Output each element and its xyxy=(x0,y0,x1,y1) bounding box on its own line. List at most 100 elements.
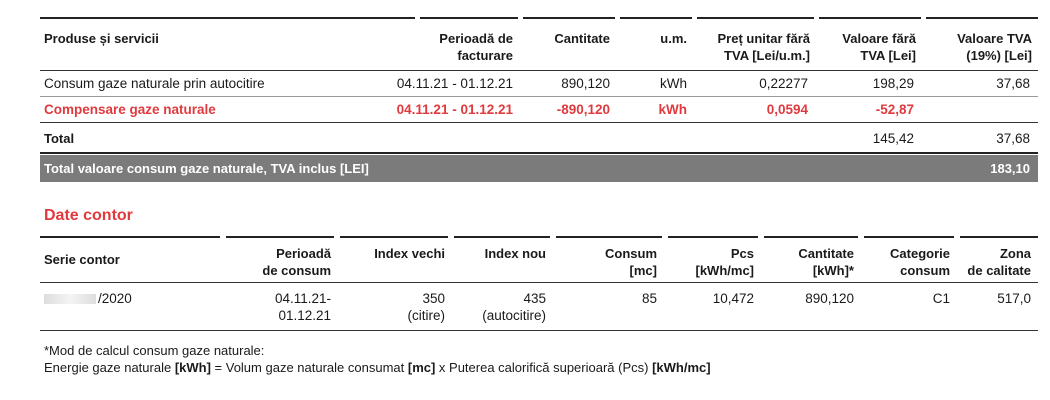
col-header-vat-l1: Valoare TVA xyxy=(957,31,1032,46)
col-header-period-l2: de consum xyxy=(262,263,331,278)
footnote-unit: [kWh] xyxy=(174,360,211,375)
header-rule xyxy=(819,17,921,19)
section-title-meter: Date contor xyxy=(44,207,133,224)
grand-total-value: 183,10 xyxy=(990,161,1030,176)
total-value: 145,42 xyxy=(872,131,914,146)
total-label: Total xyxy=(44,131,75,146)
col-header-period: Perioadă de consum xyxy=(226,245,331,279)
divider xyxy=(40,96,1038,97)
meter-zone: 517,0 xyxy=(997,291,1031,306)
col-header-category-l1: Categorie xyxy=(890,246,950,261)
header-rule xyxy=(340,236,448,238)
col-header-product: Produse și servicii xyxy=(44,31,159,46)
header-rule xyxy=(420,17,518,19)
col-header-zone-l1: Zona xyxy=(999,246,1031,261)
footnote-unit: [kWh/mc] xyxy=(652,360,711,375)
col-header-period-l1: Perioadă xyxy=(276,246,331,261)
col-header-qty: Cantitate xyxy=(554,31,610,46)
col-header-consum: Consum [mc] xyxy=(556,245,657,279)
meter-period-l2: 01.12.21 xyxy=(278,308,331,323)
divider xyxy=(40,282,1038,283)
divider xyxy=(40,122,1038,123)
col-header-new-index: Index nou xyxy=(484,246,546,261)
row-price: 0,22277 xyxy=(759,76,808,91)
col-header-zone-l2: de calitate xyxy=(967,263,1031,278)
col-header-period-l2: facturare xyxy=(457,48,513,63)
col-header-unit-price-l1: Preț unitar fără xyxy=(717,31,810,46)
divider xyxy=(40,330,1038,331)
row-vat: 37,68 xyxy=(996,76,1030,91)
header-rule xyxy=(556,236,662,238)
header-rule xyxy=(40,236,220,238)
row-period: 04.11.21 - 01.12.21 xyxy=(396,102,513,117)
divider xyxy=(40,70,1038,71)
footnote-line1: *Mod de calcul consum gaze naturale: xyxy=(44,343,265,358)
footnote-text: x Puterea calorifică superioară (Pcs) xyxy=(435,360,653,375)
meter-qty: 890,120 xyxy=(805,291,854,306)
col-header-category: Categorie consum xyxy=(860,245,950,279)
col-header-value-l2: TVA [Lei] xyxy=(860,48,916,63)
col-header-consum-l2: [mc] xyxy=(629,263,657,278)
header-rule xyxy=(764,236,858,238)
col-header-qty: Cantitate [kWh]* xyxy=(760,245,854,279)
grand-total-label: Total valoare consum gaze naturale, TVA … xyxy=(44,161,369,176)
meter-consum: 85 xyxy=(641,291,657,306)
header-rule xyxy=(226,236,334,238)
row-product: Compensare gaze naturale xyxy=(44,102,216,117)
col-header-old-index: Index vechi xyxy=(374,246,445,261)
meter-category: C1 xyxy=(932,291,950,306)
header-rule xyxy=(926,17,1038,19)
row-price: 0,0594 xyxy=(766,102,808,117)
header-rule xyxy=(668,236,758,238)
col-header-value-l1: Valoare fără xyxy=(842,31,916,46)
col-header-period: Perioadă de facturare xyxy=(380,30,513,64)
header-rule xyxy=(960,236,1038,238)
col-header-serial: Serie contor xyxy=(44,252,120,267)
footnote-text: Energie gaze naturale xyxy=(44,360,175,375)
meter-old-index: 350 (citire) xyxy=(340,290,446,324)
row-value: 198,29 xyxy=(872,76,914,91)
row-qty: 890,120 xyxy=(561,76,610,91)
header-rule xyxy=(40,17,415,19)
header-rule xyxy=(697,17,814,19)
meter-pcs: 10,472 xyxy=(712,291,754,306)
meter-new-index: 435 (autocitire) xyxy=(450,290,546,324)
redacted-serial xyxy=(44,294,96,305)
col-header-pcs: Pcs [kWh/mc] xyxy=(660,245,755,279)
col-header-qty-l2: [kWh]* xyxy=(812,263,854,278)
footnote-text: = Volum gaze naturale consumat xyxy=(210,360,408,375)
row-qty: -890,120 xyxy=(556,102,610,117)
meter-old-index-value: 350 xyxy=(422,291,445,306)
meter-new-index-note: (autocitire) xyxy=(482,308,546,323)
footnote-line2: Energie gaze naturale [kWh] = Volum gaze… xyxy=(44,359,711,376)
meter-old-index-note: (citire) xyxy=(407,308,446,323)
meter-new-index-value: 435 xyxy=(523,291,546,306)
meter-period: 04.11.21- 01.12.21 xyxy=(226,290,331,324)
col-header-consum-l1: Consum xyxy=(605,246,657,261)
col-header-zone: Zona de calitate xyxy=(955,245,1031,279)
total-vat: 37,68 xyxy=(996,131,1030,146)
col-header-pcs-l2: [kWh/mc] xyxy=(695,263,755,278)
col-header-unit: u.m. xyxy=(660,31,687,46)
header-rule xyxy=(454,236,550,238)
row-period: 04.11.21 - 01.12.21 xyxy=(396,76,513,91)
row-unit: kWh xyxy=(658,102,688,117)
col-header-vat: Valoare TVA (19%) [Lei] xyxy=(920,30,1032,64)
row-value: -52,87 xyxy=(875,102,914,117)
col-header-pcs-l1: Pcs xyxy=(730,246,754,261)
col-header-unit-price: Preț unitar fără TVA [Lei/u.m.] xyxy=(680,30,810,64)
col-header-category-l2: consum xyxy=(900,263,950,278)
col-header-period-l1: Perioadă de xyxy=(439,31,513,46)
row-product: Consum gaze naturale prin autocitire xyxy=(44,76,265,91)
col-header-qty-l1: Cantitate xyxy=(798,246,854,261)
meter-serial-suffix: /2020 xyxy=(98,291,132,306)
header-rule xyxy=(864,236,954,238)
header-rule xyxy=(620,17,692,19)
meter-period-l1: 04.11.21- xyxy=(274,291,331,306)
grand-total-bar: Total valoare consum gaze naturale, TVA … xyxy=(40,155,1038,182)
col-header-vat-l2: (19%) [Lei] xyxy=(966,48,1032,63)
divider xyxy=(40,152,1038,154)
footnote-unit: [mc] xyxy=(407,360,436,375)
meter-serial: /2020 xyxy=(44,290,132,307)
col-header-value: Valoare fără TVA [Lei] xyxy=(810,30,916,64)
